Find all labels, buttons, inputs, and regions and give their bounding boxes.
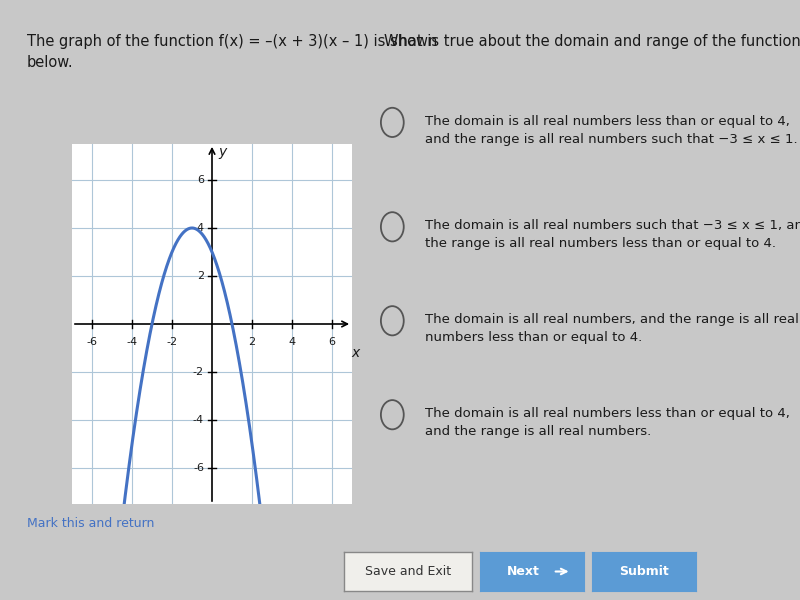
Text: 6: 6 — [197, 175, 204, 185]
Text: The domain is all real numbers less than or equal to 4,
and the range is all rea: The domain is all real numbers less than… — [425, 115, 798, 146]
Text: 2: 2 — [197, 271, 204, 281]
Text: Save and Exit: Save and Exit — [365, 565, 451, 578]
Text: -4: -4 — [193, 415, 204, 425]
Text: The domain is all real numbers such that −3 ≤ x ≤ 1, and
the range is all real n: The domain is all real numbers such that… — [425, 219, 800, 250]
Text: What is true about the domain and range of the function?: What is true about the domain and range … — [384, 34, 800, 49]
Text: Submit: Submit — [619, 565, 669, 578]
Text: The graph of the function f(x) = –(x + 3)(x – 1) is shown
below.: The graph of the function f(x) = –(x + 3… — [26, 34, 437, 70]
Text: -6: -6 — [86, 337, 98, 347]
Text: Next: Next — [507, 565, 540, 578]
Text: 4: 4 — [197, 223, 204, 233]
Text: -6: -6 — [193, 463, 204, 473]
Text: Mark this and return: Mark this and return — [26, 517, 154, 530]
Text: 2: 2 — [249, 337, 255, 347]
Text: 4: 4 — [289, 337, 295, 347]
Text: -4: -4 — [126, 337, 138, 347]
Text: 6: 6 — [329, 337, 335, 347]
Text: The domain is all real numbers less than or equal to 4,
and the range is all rea: The domain is all real numbers less than… — [425, 407, 790, 438]
Text: -2: -2 — [166, 337, 178, 347]
Text: -2: -2 — [193, 367, 204, 377]
Text: The domain is all real numbers, and the range is all real
numbers less than or e: The domain is all real numbers, and the … — [425, 313, 799, 344]
Text: y: y — [218, 145, 226, 159]
Text: x: x — [351, 346, 359, 359]
